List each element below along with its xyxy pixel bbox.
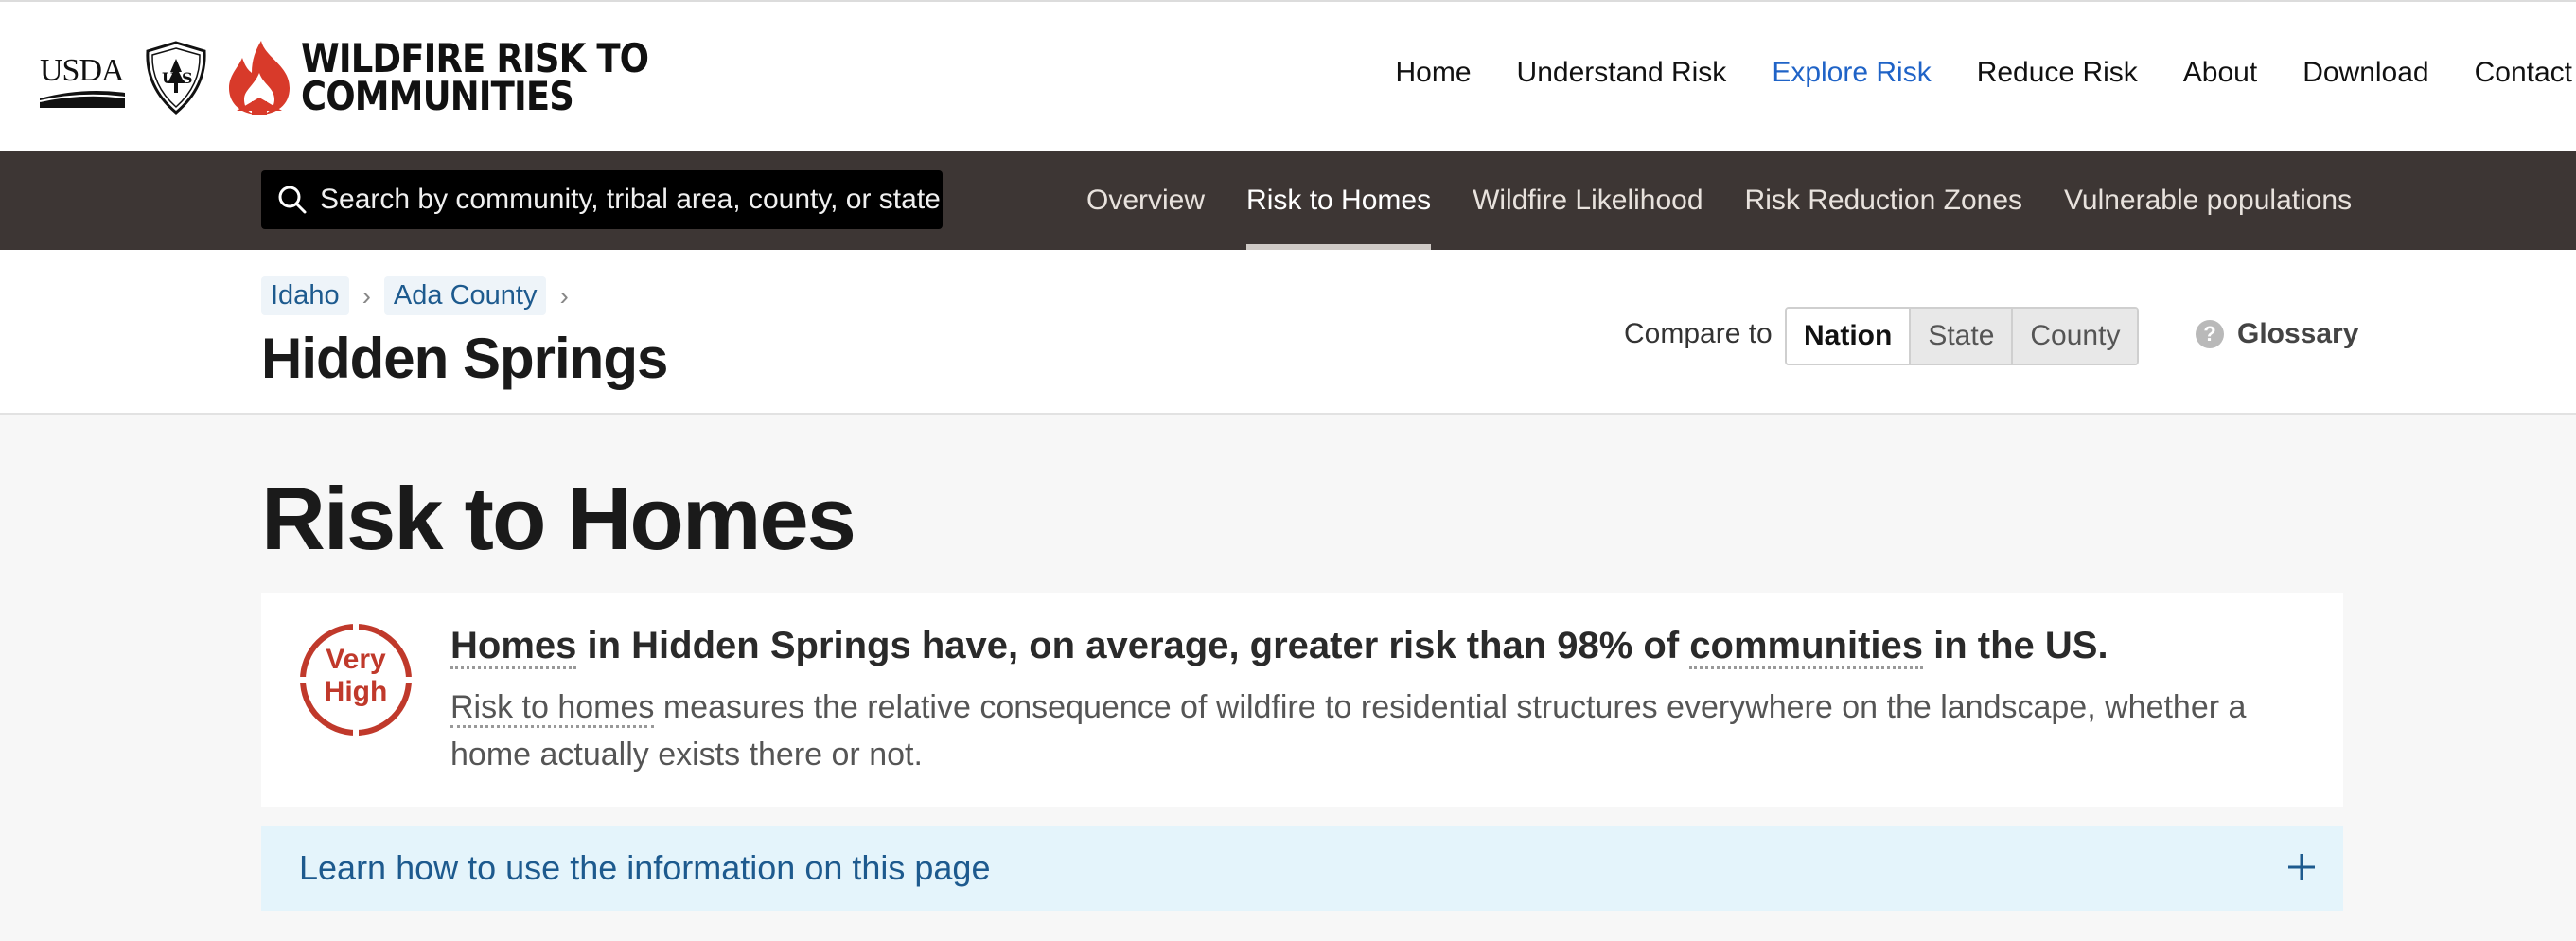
nav-about[interactable]: About — [2182, 57, 2258, 88]
tab-vulnerable-populations[interactable]: Vulnerable populations — [2064, 185, 2353, 216]
topic-tabs: Overview Risk to Homes Wildfire Likeliho… — [1086, 151, 2393, 250]
nav-download[interactable]: Download — [2303, 57, 2429, 88]
explore-subnav-bar: Search by community, tribal area, county… — [0, 151, 2576, 250]
chevron-right-icon: › — [559, 280, 569, 311]
risk-level-ring-icon — [299, 623, 413, 737]
logo-group[interactable]: USDA U S WILDFIRE RISK TO COMMUNITIES — [40, 36, 696, 119]
tab-wildfire-likelihood[interactable]: Wildfire Likelihood — [1473, 185, 1703, 216]
forest-service-shield-icon: U S — [146, 41, 206, 115]
usda-swoosh-icon — [40, 91, 125, 108]
page-title: Risk to Homes — [261, 469, 856, 568]
risk-summary-card: Very High Homes in Hidden Springs have, … — [261, 593, 2343, 807]
location-header: Idaho › Ada County › Hidden Springs Comp… — [0, 250, 2576, 415]
svg-text:S: S — [182, 69, 193, 87]
svg-text:U: U — [162, 69, 175, 87]
breadcrumb-county[interactable]: Ada County — [383, 276, 547, 315]
plus-icon — [2288, 854, 2315, 880]
search-icon — [278, 186, 307, 214]
usda-wordmark: USDA — [40, 53, 125, 88]
learn-more-label: Learn how to use the information on this… — [299, 848, 991, 887]
risk-level-badge: Very High — [297, 644, 415, 708]
compare-county-button[interactable]: County — [2011, 309, 2138, 364]
search-placeholder: Search by community, tribal area, county… — [320, 184, 941, 215]
tab-risk-reduction-zones[interactable]: Risk Reduction Zones — [1744, 185, 2022, 216]
compare-label: Compare to — [1624, 318, 1773, 349]
nav-home[interactable]: Home — [1395, 57, 1472, 88]
usda-logo: USDA — [40, 47, 125, 108]
site-header: USDA U S WILDFIRE RISK TO COMMUNITIES Ho… — [0, 0, 2576, 151]
risk-level-line-1: Very — [326, 644, 386, 675]
nav-reduce-risk[interactable]: Reduce Risk — [1976, 57, 2138, 88]
compare-nation-button[interactable]: Nation — [1787, 309, 1910, 364]
glossary-label: Glossary — [2237, 318, 2359, 349]
chevron-right-icon: › — [362, 280, 371, 311]
glossary-button[interactable]: ? Glossary — [2196, 318, 2358, 350]
breadcrumb-state[interactable]: Idaho — [261, 276, 349, 315]
tab-overview[interactable]: Overview — [1086, 185, 1206, 216]
homes-glossary-term[interactable]: Homes — [450, 625, 577, 669]
compare-state-button[interactable]: State — [1909, 309, 2012, 364]
risk-level-line-2: High — [324, 676, 388, 707]
nav-understand-risk[interactable]: Understand Risk — [1516, 57, 1727, 88]
nav-contact[interactable]: Contact — [2474, 57, 2572, 88]
site-title: WILDFIRE RISK TO COMMUNITIES — [301, 35, 649, 119]
headline-text-2: in the US. — [1923, 625, 2108, 666]
site-title-line-2: COMMUNITIES — [301, 73, 574, 119]
location-search-input[interactable]: Search by community, tribal area, county… — [261, 170, 943, 229]
headline-text-1: in Hidden Springs have, on average, grea… — [576, 625, 1690, 666]
location-name: Hidden Springs — [261, 327, 668, 390]
risk-description: Risk to homes measures the relative cons… — [450, 684, 2305, 778]
risk-headline: Homes in Hidden Springs have, on average… — [450, 625, 2108, 669]
nav-explore-risk[interactable]: Explore Risk — [1772, 57, 1932, 88]
compare-toggle: Nation State County — [1785, 307, 2140, 365]
main-nav: Home Understand Risk Explore Risk Reduce… — [1350, 57, 2572, 89]
flame-logo-icon — [229, 41, 290, 115]
site-title-line-1: WILDFIRE RISK TO — [301, 35, 649, 81]
learn-more-accordion[interactable]: Learn how to use the information on this… — [261, 826, 2343, 911]
communities-glossary-term[interactable]: communities — [1689, 625, 1924, 669]
help-icon: ? — [2196, 320, 2224, 348]
risk-to-homes-glossary-term[interactable]: Risk to homes — [450, 689, 655, 728]
description-text: measures the relative consequence of wil… — [450, 689, 2247, 772]
breadcrumb: Idaho › Ada County › — [261, 276, 582, 315]
tab-risk-to-homes[interactable]: Risk to Homes — [1246, 151, 1432, 250]
